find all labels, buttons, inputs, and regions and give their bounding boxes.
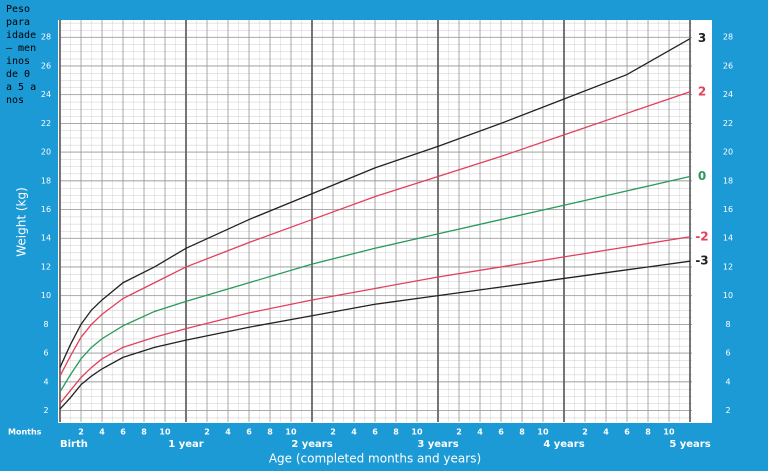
x-tick-label: 2: [78, 428, 84, 437]
x-tick-label: 4: [477, 428, 483, 437]
series-label: -2: [695, 229, 708, 243]
x-tick-label: 8: [645, 428, 651, 437]
z-score-line: [59, 260, 691, 410]
y-tick-label-right: 4: [725, 377, 730, 386]
y-tick-label-right: 22: [723, 119, 733, 128]
x-tick-label: 6: [498, 428, 504, 437]
x-tick-label: 4: [603, 428, 609, 437]
x-tick-label: 2: [456, 428, 462, 437]
x-tick-label: 6: [246, 428, 252, 437]
y-tick-label-right: 18: [723, 176, 733, 185]
y-axis-title: Weight (kg): [15, 187, 29, 257]
x-year-label: 5 years: [669, 439, 710, 450]
y-tick-label-right: 6: [725, 349, 730, 358]
x-tick-label: 6: [120, 428, 126, 437]
y-tick-label: 20: [41, 148, 51, 157]
x-tick-label: 10: [537, 428, 549, 437]
y-tick-label-right: 24: [723, 90, 733, 99]
y-tick-label: 22: [41, 119, 51, 128]
y-tick-label: 18: [41, 176, 51, 185]
x-tick-label: 10: [663, 428, 675, 437]
x-tick-label: 8: [267, 428, 273, 437]
z-score-line: [59, 175, 691, 393]
x-tick-label: 8: [141, 428, 147, 437]
series-label: 2: [698, 84, 706, 98]
x-tick-label: 2: [582, 428, 588, 437]
y-tick-label: 4: [43, 377, 48, 386]
y-tick-label: 10: [41, 291, 51, 300]
y-tick-label-right: 14: [723, 234, 733, 243]
y-tick-label: 16: [41, 205, 51, 214]
x-tick-label: 4: [99, 428, 105, 437]
x-tick-label: 6: [372, 428, 378, 437]
x-year-label: 1 year: [168, 439, 203, 450]
z-score-line: [59, 38, 691, 368]
x-tick-label: 2: [204, 428, 210, 437]
x-tick-label: 4: [351, 428, 357, 437]
x-year-label: 3 years: [417, 439, 458, 450]
y-tick-label: 24: [41, 90, 51, 99]
y-tick-label-right: 28: [723, 33, 733, 42]
y-tick-label: 8: [43, 320, 48, 329]
x-year-label: Birth: [60, 439, 88, 450]
chart-title: Peso para idade – meninos de 0 a 5 anos: [6, 4, 37, 106]
y-tick-label-right: 26: [723, 61, 733, 70]
minor-grid: [60, 20, 692, 422]
x-unit-label: Months: [8, 428, 42, 437]
y-tick-label-right: 16: [723, 205, 733, 214]
y-tick-label-right: 20: [723, 148, 733, 157]
x-tick-label: 10: [411, 428, 423, 437]
x-year-label: 4 years: [543, 439, 584, 450]
y-tick-label: 6: [43, 349, 48, 358]
y-tick-label: 2: [43, 406, 48, 415]
x-year-label: 2 years: [291, 439, 332, 450]
z-score-line: [59, 91, 691, 377]
x-tick-label: 8: [519, 428, 525, 437]
y-tick-label: 26: [41, 61, 51, 70]
y-tick-label-right: 2: [725, 406, 730, 415]
y-tick-label-right: 10: [723, 291, 733, 300]
y-tick-label-right: 12: [723, 262, 733, 271]
x-axis-title: Age (completed months and years): [269, 452, 481, 466]
y-tick-label-right: 8: [725, 320, 730, 329]
y-tick-label: 28: [41, 33, 51, 42]
x-tick-label: 6: [624, 428, 630, 437]
z-score-line: [59, 236, 691, 404]
y-tick-label: 12: [41, 262, 51, 271]
x-tick-label: 8: [393, 428, 399, 437]
series-label: 0: [698, 169, 706, 183]
x-tick-label: 4: [225, 428, 231, 437]
y-tick-label: 14: [41, 234, 51, 243]
x-tick-label: 10: [285, 428, 297, 437]
series-label: 3: [698, 31, 706, 45]
x-tick-label: 2: [330, 428, 336, 437]
x-tick-label: 10: [159, 428, 171, 437]
series-label: -3: [695, 254, 708, 268]
